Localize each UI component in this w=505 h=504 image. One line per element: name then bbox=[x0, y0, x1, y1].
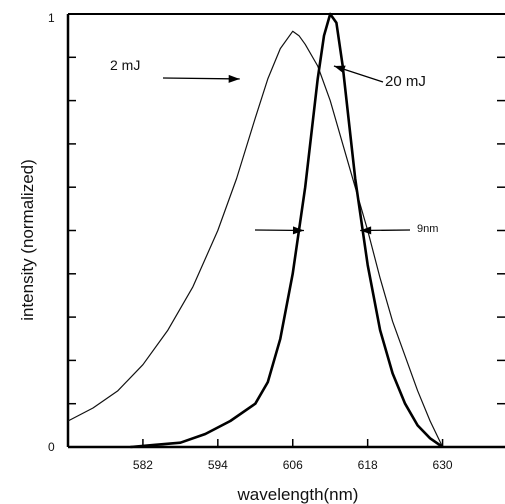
annotation-20mj-label: 20 mJ bbox=[385, 73, 426, 90]
x-tick-labels: 582 594 606 618 630 bbox=[133, 458, 453, 472]
x-tick-label-630: 630 bbox=[433, 458, 453, 472]
x-tick-label-618: 618 bbox=[358, 458, 378, 472]
y-tick-label-1: 1 bbox=[48, 11, 55, 25]
arrow-2mj-shaft bbox=[162, 77, 240, 80]
annotation-9nm-label: 9nm bbox=[417, 223, 438, 235]
arrow-20mj-head bbox=[333, 65, 346, 74]
axis-ticks bbox=[68, 56, 505, 447]
x-tick-label-606: 606 bbox=[283, 458, 303, 472]
annotation-2mj-label: 2 mJ bbox=[110, 57, 140, 73]
arrow-9nm-right-head bbox=[360, 226, 372, 235]
y-axis-title: intensity (normalized) bbox=[18, 159, 37, 321]
y-tick-label-0: 0 bbox=[48, 440, 55, 454]
series-line-1 bbox=[130, 12, 444, 449]
series-line-0 bbox=[67, 30, 444, 448]
annotation-layer: 2 mJ 20 mJ 9nm bbox=[110, 57, 438, 235]
x-tick-label-594: 594 bbox=[208, 458, 228, 472]
series-layer bbox=[67, 12, 444, 449]
arrow-9nm-left-head bbox=[292, 226, 304, 235]
arrow-2mj-head bbox=[228, 74, 240, 83]
x-tick-label-582: 582 bbox=[133, 458, 153, 472]
x-axis-title: wavelength(nm) bbox=[237, 485, 359, 504]
